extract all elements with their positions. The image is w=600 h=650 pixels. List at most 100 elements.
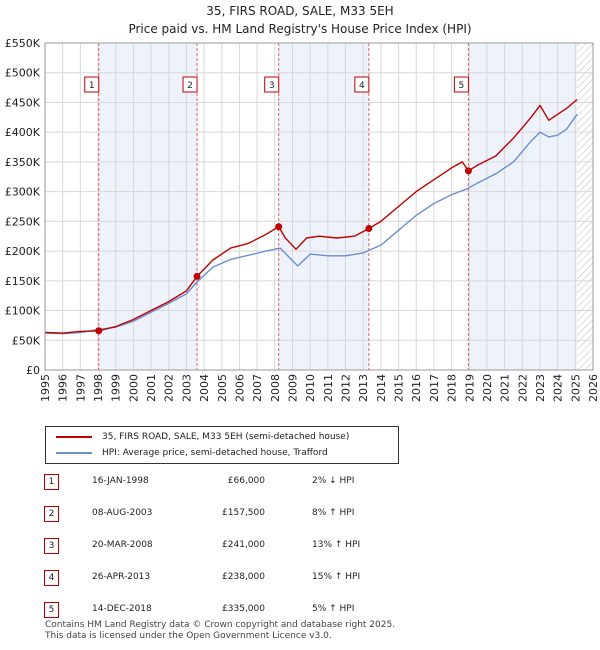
sale-number-box [84,76,100,93]
legend-item-hpi: HPI: Average price, semi-detached house,… [56,446,328,460]
sale-number-box [264,76,280,93]
x-tick-label: 2003 [180,374,193,402]
y-tick-label: £50K [12,334,41,347]
x-tick-label: 2023 [534,374,547,402]
sale-price: £241,000 [222,540,265,550]
x-tick-label: 2008 [269,374,282,402]
sale-number-badge: 1 [44,474,59,490]
legend-hpi-swatch [56,452,92,454]
sale-point [95,327,103,335]
sale-row: 1 16-JAN-1998 £66,000 2% ↓ HPI [44,474,394,490]
sale-hpi-diff: 5% ↑ HPI [312,604,355,614]
sale-price: £157,500 [222,508,265,518]
x-tick-label: 2025 [569,374,582,402]
sale-row: 4 26-APR-2013 £238,000 15% ↑ HPI [44,570,394,586]
sale-number-badge: 5 [44,602,59,618]
sale-price: £335,000 [222,604,265,614]
x-tick-label: 2020 [481,374,494,402]
y-tick-label: £550K [5,37,41,50]
x-tick-label: 2011 [322,374,335,402]
sale-price: £66,000 [227,476,265,486]
sale-row: 2 08-AUG-2003 £157,500 8% ↑ HPI [44,506,394,522]
x-tick-label: 2006 [233,374,246,402]
sale-date: 08-AUG-2003 [92,508,153,518]
chart-series [44,98,578,335]
legend-item-price: 35, FIRS ROAD, SALE, M33 5EH (semi-detac… [56,430,349,444]
x-tick-label: 2010 [304,374,317,402]
sale-markers: 1 2 3 4 5 [84,76,472,335]
y-tick-label: £200K [5,245,41,258]
sale-point [464,167,472,175]
sale-number-label: 1 [89,81,95,91]
chart-legend: 35, FIRS ROAD, SALE, M33 5EH (semi-detac… [45,426,399,464]
x-tick-label: 2021 [499,374,512,402]
footer-licence: This data is licensed under the Open Gov… [45,631,332,641]
sale-hpi-diff: 13% ↑ HPI [312,540,361,550]
sale-row: 3 20-MAR-2008 £241,000 13% ↑ HPI [44,538,394,554]
sale-number-label: 4 [359,81,365,91]
x-tick-label: 2001 [145,374,158,402]
y-tick-label: £0 [26,364,40,377]
x-tick-label: 1995 [39,374,52,402]
sale-number-label: 2 [187,81,193,91]
sale-price: £238,000 [222,572,265,582]
ownership-band [278,43,369,370]
y-tick-label: £150K [5,275,41,288]
y-tick-label: £350K [5,156,41,169]
plot-frame [44,42,594,371]
y-tick-label: £500K [5,67,41,80]
chart-title: 35, FIRS ROAD, SALE, M33 5EH [206,4,394,18]
x-tick-label: 1999 [110,374,123,402]
sale-number-badge: 4 [44,570,59,586]
sale-date: 20-MAR-2008 [92,540,153,550]
hpi-line [44,113,578,335]
x-tick-label: 2002 [163,374,176,402]
legend-price-swatch [56,436,92,438]
x-tick-label: 2009 [286,374,299,402]
legend-price-label: 35, FIRS ROAD, SALE, M33 5EH (semi-detac… [102,432,350,442]
sale-number-badge: 2 [44,506,59,522]
sale-vertical-lines [98,43,469,370]
chart-axes: £0 £50K £100K £150K £200K £250K £300K £350K £400… [5,37,600,402]
price-paid-line [44,98,578,334]
sale-number-box [354,76,370,93]
x-tick-label: 2026 [587,374,600,402]
sale-point [365,224,373,232]
sale-date: 26-APR-2013 [92,572,151,582]
x-tick-label: 1997 [74,374,87,402]
sale-hpi-diff: 8% ↑ HPI [312,508,355,518]
sale-hpi-diff: 15% ↑ HPI [312,572,361,582]
x-tick-label: 2015 [393,374,406,402]
y-tick-label: £100K [5,305,41,318]
sale-number-box [453,76,469,93]
x-tick-label: 2019 [463,374,476,402]
x-tick-label: 1996 [57,374,70,402]
footer-attribution: Contains HM Land Registry data © Crown c… [45,620,395,642]
forecast-hatch [577,43,593,370]
x-tick-label: 2000 [127,374,140,402]
sale-date: 16-JAN-1998 [92,476,149,486]
sale-row: 5 14-DEC-2018 £335,000 5% ↑ HPI [44,602,394,618]
chart-subtitle: Price paid vs. HM Land Registry's House … [128,22,472,36]
sale-number-badge: 3 [44,538,59,554]
footer-copyright: Contains HM Land Registry data © Crown c… [45,620,396,630]
ownership-bands [45,43,593,370]
price-chart: 1 2 3 4 5 £0 £50K £100K £150K £200K £250K £300K £35… [5,37,600,402]
sale-point [275,223,283,231]
x-tick-label: 2014 [375,374,388,402]
sale-number-label: 3 [269,81,275,91]
x-tick-label: 2005 [216,374,229,402]
x-tick-label: 2016 [410,374,423,402]
y-tick-label: £300K [5,186,41,199]
x-tick-label: 2017 [428,374,441,402]
y-tick-label: £450K [5,96,41,109]
x-tick-label: 2012 [340,374,353,402]
legend-hpi-label: HPI: Average price, semi-detached house,… [102,448,328,458]
y-tick-label: £400K [5,126,41,139]
sale-hpi-diff: 2% ↓ HPI [312,476,355,486]
sale-number-label: 5 [459,81,465,91]
x-tick-label: 2004 [198,374,211,402]
x-tick-label: 2013 [357,374,370,402]
x-tick-label: 2024 [552,374,565,402]
x-tick-label: 2018 [446,374,459,402]
